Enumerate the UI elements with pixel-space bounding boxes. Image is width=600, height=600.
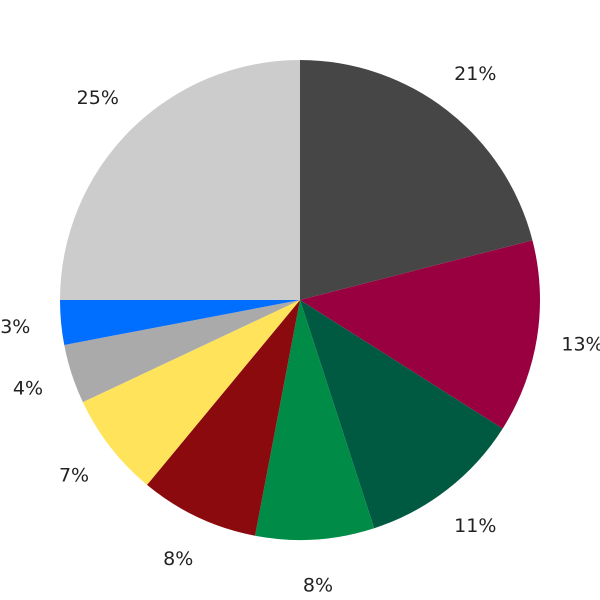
slice-label: 11% [454,515,496,537]
pie-slice [300,300,503,529]
slice-label: 8% [163,548,193,570]
slice-label: 8% [303,574,333,596]
slice-label: 4% [13,377,43,399]
pie-slice [300,60,533,300]
pie-slice [60,60,300,300]
slice-label: 25% [77,87,119,109]
pie-slice [82,300,300,485]
slice-label: 7% [59,464,89,486]
pie-slice [255,300,375,540]
pie-slice [300,240,540,429]
slice-label: 13% [561,334,600,356]
pie-labels: 21% 13% 11% 8% 8% 7% 4% 3% 25% [0,63,600,596]
pie-slices [60,60,540,540]
slice-label: 3% [0,316,30,338]
slice-label: 21% [454,63,496,85]
pie-slice [147,300,300,536]
pie-slice [64,300,300,403]
pie-slice [60,300,300,345]
